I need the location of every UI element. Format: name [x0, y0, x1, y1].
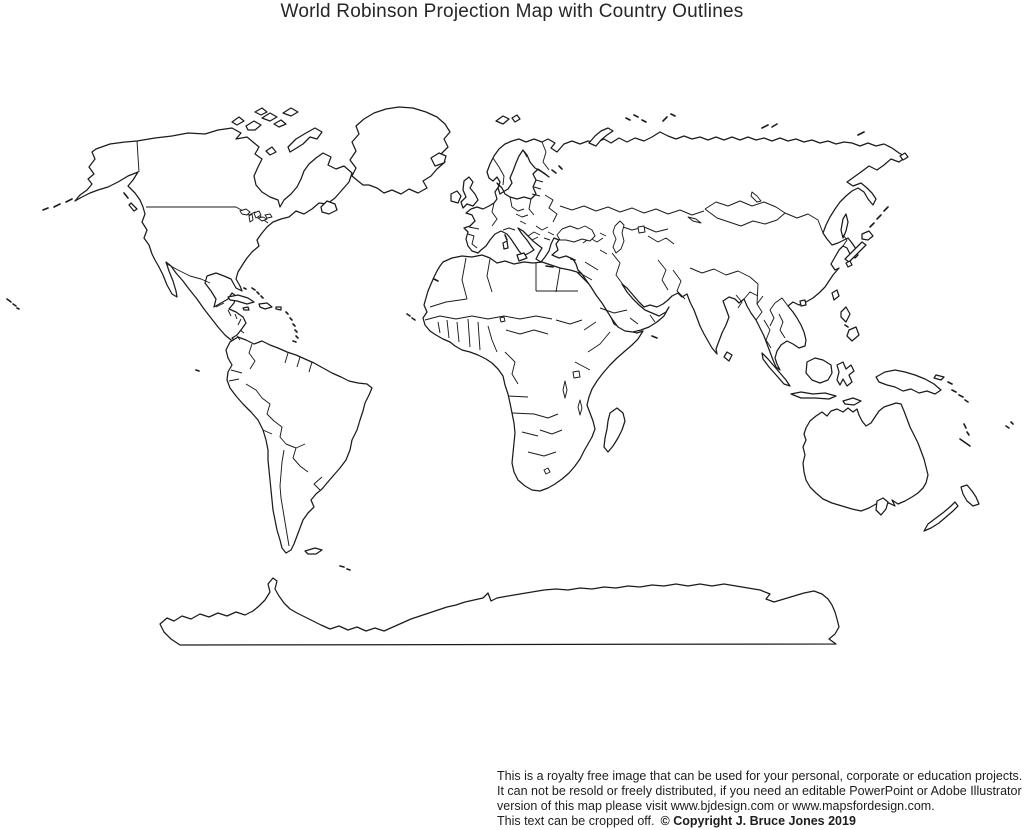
franz-josef-severnaya [625, 113, 676, 123]
copyright-text: © Copyright J. Bruce Jones 2019 [660, 814, 856, 828]
african-lakes [499, 316, 583, 416]
newfoundland [320, 200, 338, 215]
british-isles [450, 176, 479, 209]
lakes [239, 191, 762, 416]
license-line-3: version of this map please visit www.bjd… [497, 799, 935, 813]
vanuatu-new-caledonia [959, 423, 971, 447]
galapagos [195, 369, 200, 372]
borders-north-america [136, 140, 269, 341]
fiji [1005, 421, 1014, 429]
south-america [225, 336, 373, 554]
license-note: This is a royalty free image that can be… [497, 769, 1022, 829]
cyprus-crete [545, 258, 576, 268]
bismarck-solomons [947, 381, 969, 403]
north-america [74, 127, 353, 347]
borders-africa [424, 257, 611, 475]
madagascar [603, 407, 626, 453]
antarctica [159, 577, 840, 646]
caspian-sea [612, 220, 625, 254]
bahamas [243, 287, 264, 299]
small-islands [6, 113, 1014, 571]
socotra [651, 335, 658, 339]
africa [422, 254, 644, 492]
new-guinea-melanesia [875, 369, 945, 395]
greenland [349, 106, 451, 195]
black-sea [556, 225, 596, 243]
borders-europe [467, 141, 558, 249]
arctic-islands-eurasia [495, 114, 614, 147]
eurasia [463, 131, 907, 371]
corsica [504, 234, 508, 241]
license-line-4: This text can be cropped off. © Copyright… [497, 814, 1022, 829]
vancouver-island [128, 202, 138, 212]
australia [802, 402, 929, 512]
falkland-islands [339, 565, 351, 571]
crop-note: This text can be cropped off. [497, 814, 655, 828]
tierra-del-fuego [304, 547, 323, 555]
great-lakes [239, 208, 273, 223]
southeast-asian-islands [761, 306, 862, 406]
caribbean-islands [227, 294, 282, 311]
borders-south-america [228, 343, 323, 547]
license-line-1: This is a royalty free image that can be… [497, 769, 1023, 783]
ladoga-onega [551, 165, 563, 174]
visayas [844, 324, 849, 328]
hawaii-islands [6, 298, 20, 310]
canary-cape-verde [406, 278, 439, 321]
east-asian-islands [799, 152, 909, 307]
sri-lanka [723, 351, 733, 362]
landmasses [74, 106, 980, 646]
tasmania [875, 497, 889, 516]
mediterranean-islands [502, 240, 528, 262]
haida-gwaii [123, 192, 129, 199]
lake-balkhash [687, 216, 702, 224]
aleutian-islands [42, 198, 73, 211]
new-siberian-wrangel [761, 123, 865, 136]
license-line-2: It can not be resold or freely distribut… [497, 784, 1022, 798]
canadian-arctic-islands [231, 107, 323, 156]
iceland [430, 152, 447, 167]
new-zealand [923, 484, 980, 532]
kuril-islands [869, 206, 889, 228]
page-title: World Robinson Projection Map with Count… [280, 1, 744, 22]
aral-sea [637, 225, 646, 234]
lake-baikal [750, 191, 762, 203]
lesser-antilles [285, 311, 299, 343]
